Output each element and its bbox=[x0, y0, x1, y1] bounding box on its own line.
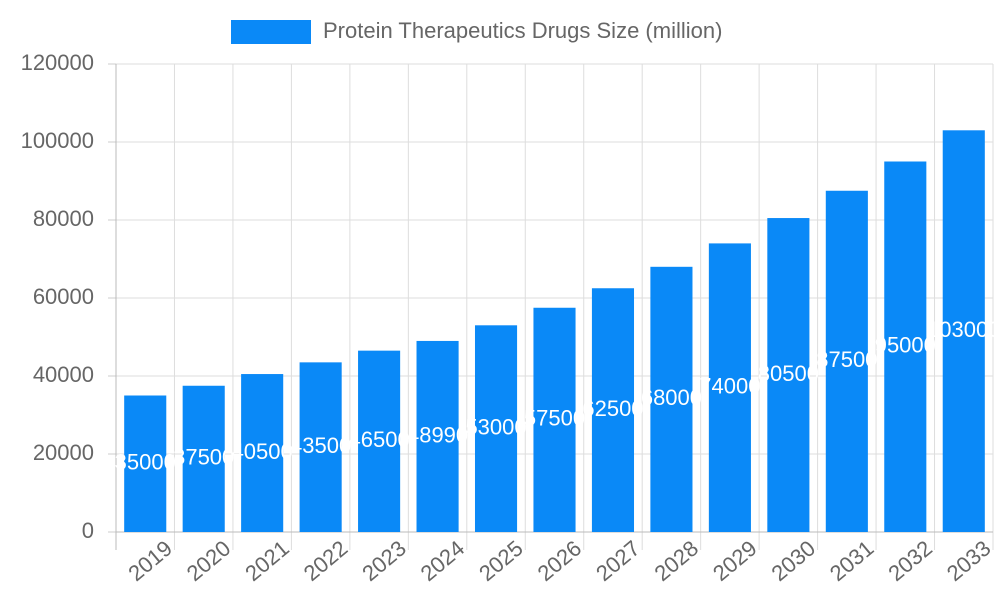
bar bbox=[942, 130, 985, 533]
data-label: 53000 bbox=[465, 414, 526, 439]
data-label: 48990 bbox=[407, 422, 468, 447]
bar bbox=[299, 362, 342, 532]
data-label: 62500 bbox=[582, 396, 643, 421]
x-tick-label: 2019 bbox=[123, 535, 177, 586]
data-label: 103000 bbox=[927, 317, 1000, 342]
x-tick-label: 2032 bbox=[883, 535, 937, 586]
x-tick-label: 2033 bbox=[942, 535, 996, 586]
y-tick-label: 60000 bbox=[33, 284, 94, 309]
bar bbox=[884, 161, 927, 532]
bar bbox=[708, 243, 751, 532]
bar bbox=[533, 307, 576, 532]
data-label: 35000 bbox=[115, 450, 176, 475]
x-tick-label: 2031 bbox=[825, 535, 879, 586]
x-tick-label: 2025 bbox=[474, 535, 528, 586]
y-tick-label: 100000 bbox=[21, 128, 94, 153]
bar bbox=[650, 266, 693, 532]
x-tick-label: 2028 bbox=[650, 535, 704, 586]
data-label: 40500 bbox=[232, 439, 293, 464]
y-tick-label: 80000 bbox=[33, 206, 94, 231]
x-tick-label: 2022 bbox=[299, 535, 353, 586]
bar bbox=[358, 350, 401, 532]
y-tick-label: 120000 bbox=[21, 50, 94, 75]
data-label: 80500 bbox=[758, 361, 819, 386]
bar bbox=[767, 218, 810, 533]
x-tick-label: 2020 bbox=[182, 535, 236, 586]
x-tick-label: 2023 bbox=[357, 535, 411, 586]
data-label: 87500 bbox=[816, 347, 877, 372]
x-tick-label: 2021 bbox=[240, 535, 294, 586]
bar bbox=[124, 395, 167, 532]
data-label: 37500 bbox=[173, 445, 234, 470]
legend: Protein Therapeutics Drugs Size (million… bbox=[231, 18, 722, 44]
x-tick-label: 2026 bbox=[533, 535, 587, 586]
bar bbox=[241, 374, 284, 532]
legend-label: Protein Therapeutics Drugs Size (million… bbox=[323, 18, 722, 43]
y-tick-label: 0 bbox=[82, 518, 94, 543]
data-label: 68000 bbox=[641, 385, 702, 410]
bar bbox=[182, 385, 225, 532]
bar bbox=[474, 325, 518, 532]
x-tick-label: 2030 bbox=[766, 535, 820, 586]
y-tick-label: 20000 bbox=[33, 440, 94, 465]
data-label: 43500 bbox=[290, 433, 351, 458]
bar bbox=[416, 340, 459, 532]
y-tick-label: 40000 bbox=[33, 362, 94, 387]
legend-swatch bbox=[231, 20, 311, 44]
data-label: 57500 bbox=[524, 406, 585, 431]
bar bbox=[591, 288, 635, 532]
x-tick-label: 2027 bbox=[591, 535, 645, 586]
bar bbox=[825, 190, 868, 532]
x-tick-label: 2029 bbox=[708, 535, 762, 586]
data-label: 95000 bbox=[875, 333, 936, 358]
x-tick-label: 2024 bbox=[416, 535, 470, 586]
data-label: 46500 bbox=[349, 427, 410, 452]
data-label: 74000 bbox=[699, 374, 760, 399]
